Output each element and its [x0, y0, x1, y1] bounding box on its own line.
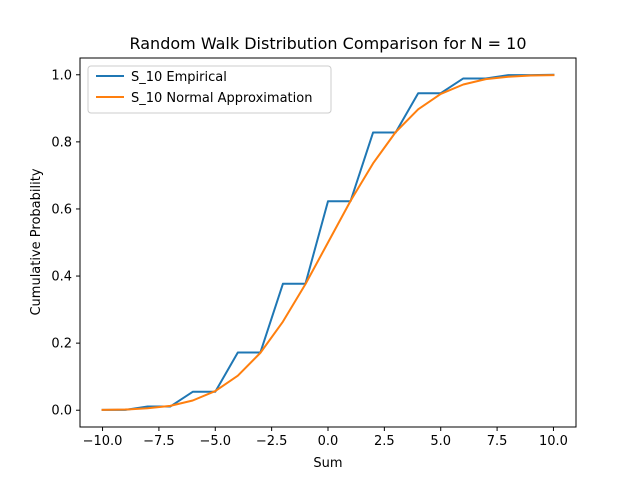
x-tick-label: −10.0 [83, 434, 123, 449]
series-lines [101, 73, 555, 411]
x-tick-label: −5.0 [199, 434, 231, 449]
legend-box [87, 65, 332, 114]
chart-title: Random Walk Distribution Comparison for … [129, 34, 526, 53]
x-tick-label: −7.5 [143, 434, 175, 449]
legend-label-empirical: S_10 Empirical [131, 70, 227, 85]
legend-label-normal: S_10 Normal Approximation [131, 91, 312, 106]
x-tick-label: −2.5 [256, 434, 288, 449]
y-axis-label: Cumulative Probability [29, 168, 44, 315]
x-axis-ticks: −10.0 −7.5 −5.0 −2.5 0.0 2.5 5.0 7.5 10.0 [83, 427, 568, 449]
series-line-empirical [101, 73, 555, 411]
y-tick-label: 1.0 [51, 68, 72, 83]
plot-frame [79, 57, 577, 428]
y-tick-label: 0.2 [51, 337, 72, 352]
x-tick-label: 7.5 [487, 434, 508, 449]
x-tick-label: 0.0 [318, 434, 339, 449]
x-tick-label: 10.0 [539, 434, 568, 449]
series-line-normal [101, 74, 555, 411]
x-tick-label: 5.0 [430, 434, 451, 449]
x-tick-label: 2.5 [374, 434, 395, 449]
y-tick-label: 0.4 [51, 270, 72, 285]
legend: S_10 Empirical S_10 Normal Approximation [87, 65, 332, 114]
y-tick-label: 0.0 [51, 404, 72, 419]
y-tick-label: 0.8 [51, 135, 72, 150]
x-axis-label: Sum [313, 456, 342, 471]
y-tick-label: 0.6 [51, 202, 72, 217]
y-axis-ticks: 0.0 0.2 0.4 0.6 0.8 1.0 [51, 68, 80, 419]
